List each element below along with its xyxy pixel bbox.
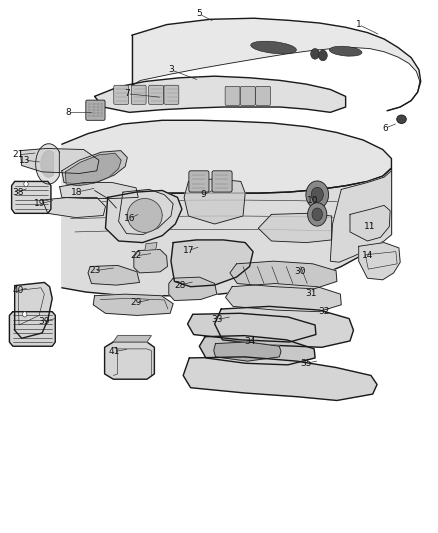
Text: 33: 33 xyxy=(211,315,223,324)
FancyBboxPatch shape xyxy=(131,85,146,104)
Polygon shape xyxy=(10,312,55,346)
Text: 13: 13 xyxy=(19,156,31,165)
FancyBboxPatch shape xyxy=(189,171,209,192)
FancyBboxPatch shape xyxy=(225,86,240,106)
Ellipse shape xyxy=(397,115,406,124)
Polygon shape xyxy=(95,76,346,112)
Text: 21: 21 xyxy=(12,150,24,159)
Circle shape xyxy=(312,208,322,221)
Polygon shape xyxy=(60,182,138,198)
Circle shape xyxy=(311,49,319,59)
Circle shape xyxy=(22,312,27,317)
Text: 18: 18 xyxy=(71,188,83,197)
Ellipse shape xyxy=(251,41,297,54)
Circle shape xyxy=(311,187,323,202)
Polygon shape xyxy=(62,168,392,296)
Text: 1: 1 xyxy=(356,20,362,29)
Circle shape xyxy=(306,181,328,208)
Polygon shape xyxy=(119,189,173,235)
Polygon shape xyxy=(127,198,162,232)
FancyBboxPatch shape xyxy=(114,85,129,104)
Polygon shape xyxy=(12,181,51,213)
Circle shape xyxy=(24,181,28,187)
Circle shape xyxy=(318,50,327,61)
Polygon shape xyxy=(134,249,167,273)
Text: 30: 30 xyxy=(294,268,306,276)
FancyBboxPatch shape xyxy=(212,171,232,192)
Polygon shape xyxy=(226,284,341,312)
Polygon shape xyxy=(65,154,121,185)
Text: 39: 39 xyxy=(39,317,50,326)
Text: 5: 5 xyxy=(197,10,202,19)
Polygon shape xyxy=(20,149,99,173)
Polygon shape xyxy=(184,179,245,224)
Polygon shape xyxy=(187,313,316,342)
Polygon shape xyxy=(41,151,53,177)
Polygon shape xyxy=(215,306,353,348)
Text: 32: 32 xyxy=(318,307,329,316)
Polygon shape xyxy=(14,282,52,338)
Polygon shape xyxy=(214,342,281,361)
Text: 19: 19 xyxy=(34,199,46,208)
Polygon shape xyxy=(88,265,140,285)
Polygon shape xyxy=(42,197,106,217)
Text: 7: 7 xyxy=(124,89,130,98)
Polygon shape xyxy=(145,243,157,251)
Polygon shape xyxy=(199,336,315,365)
Text: 34: 34 xyxy=(244,337,255,346)
Polygon shape xyxy=(106,190,182,243)
Text: 40: 40 xyxy=(12,286,24,295)
FancyBboxPatch shape xyxy=(149,85,163,104)
Polygon shape xyxy=(62,120,392,193)
Polygon shape xyxy=(105,342,154,379)
Text: 29: 29 xyxy=(131,298,142,307)
FancyBboxPatch shape xyxy=(240,86,255,106)
Text: 28: 28 xyxy=(174,280,185,289)
Polygon shape xyxy=(171,240,253,287)
Text: 23: 23 xyxy=(89,266,100,275)
Text: 9: 9 xyxy=(201,190,207,199)
Polygon shape xyxy=(330,171,392,262)
Text: 11: 11 xyxy=(364,222,375,231)
Polygon shape xyxy=(350,205,390,241)
Polygon shape xyxy=(169,277,217,301)
Polygon shape xyxy=(93,294,173,316)
Ellipse shape xyxy=(329,46,362,56)
Text: 8: 8 xyxy=(66,108,71,117)
Text: 10: 10 xyxy=(307,196,318,205)
FancyBboxPatch shape xyxy=(164,85,179,104)
Text: 6: 6 xyxy=(382,124,388,133)
Polygon shape xyxy=(62,151,127,184)
Text: 17: 17 xyxy=(183,246,194,255)
FancyBboxPatch shape xyxy=(86,100,105,120)
Polygon shape xyxy=(359,243,400,280)
Text: 41: 41 xyxy=(109,347,120,356)
Text: 14: 14 xyxy=(362,252,373,260)
Text: 35: 35 xyxy=(300,359,312,368)
Polygon shape xyxy=(258,213,332,243)
Text: 31: 31 xyxy=(305,288,316,297)
FancyBboxPatch shape xyxy=(256,86,271,106)
Polygon shape xyxy=(230,261,337,289)
Polygon shape xyxy=(113,336,151,342)
Polygon shape xyxy=(35,144,59,184)
Text: 16: 16 xyxy=(124,214,135,223)
Polygon shape xyxy=(183,357,377,400)
Text: 38: 38 xyxy=(12,188,24,197)
Text: 3: 3 xyxy=(168,66,174,74)
Text: 22: 22 xyxy=(131,252,141,260)
Circle shape xyxy=(307,203,327,226)
Polygon shape xyxy=(132,18,421,111)
